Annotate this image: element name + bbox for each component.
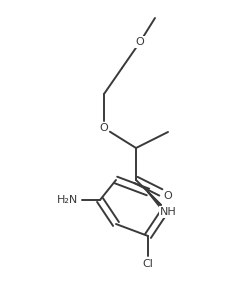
Text: Cl: Cl xyxy=(142,259,153,269)
Text: H₂N: H₂N xyxy=(57,195,78,205)
Text: O: O xyxy=(135,37,144,47)
Text: O: O xyxy=(99,123,108,133)
Text: O: O xyxy=(163,191,172,201)
Text: NH: NH xyxy=(159,207,176,217)
